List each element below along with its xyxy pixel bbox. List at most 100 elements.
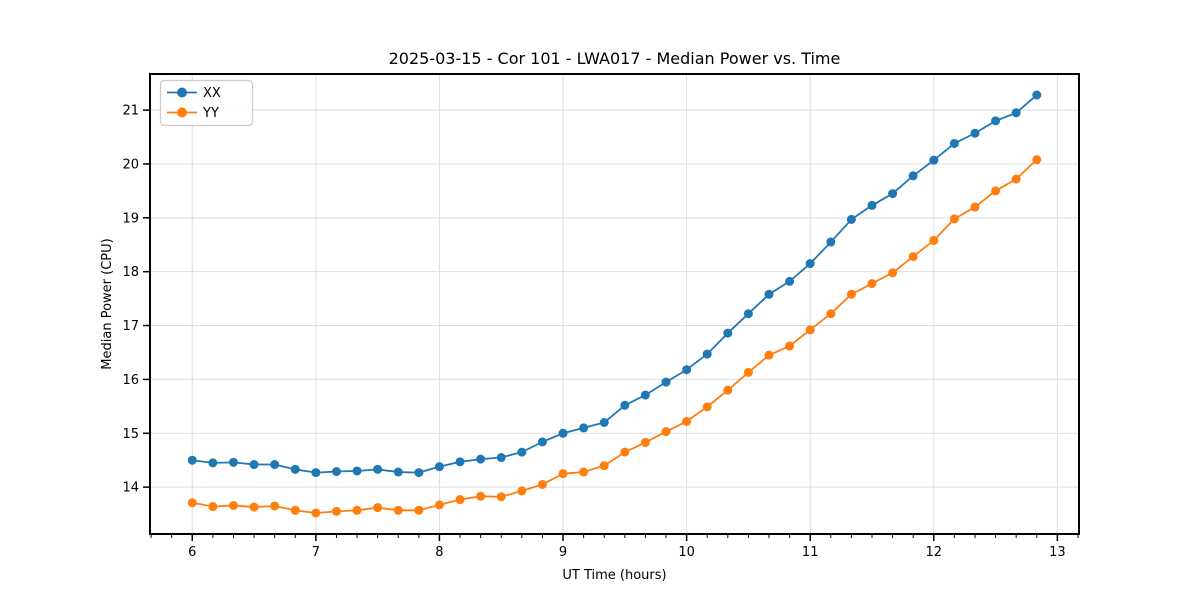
series-YY-marker	[826, 309, 836, 319]
series-XX-marker	[991, 116, 1001, 126]
y-tick-label: 16	[122, 373, 139, 388]
series-YY-marker	[455, 495, 465, 505]
series-YY-marker	[867, 279, 877, 289]
series-YY-marker	[228, 500, 238, 510]
legend-label: YY	[202, 106, 219, 121]
series-YY-marker	[743, 367, 753, 377]
y-tick-label: 17	[122, 319, 139, 334]
series-YY-marker	[393, 505, 403, 515]
x-tick-label: 7	[312, 545, 320, 560]
series-XX-marker	[579, 423, 589, 433]
series-XX-marker	[970, 128, 980, 138]
legend: XX YY	[159, 79, 254, 127]
series-XX-marker	[558, 428, 568, 438]
series-YY-marker	[579, 467, 589, 477]
series-YY-marker	[249, 502, 259, 512]
x-axis-label: UT Time (hours)	[562, 568, 666, 583]
y-tick-label: 15	[122, 427, 139, 442]
series-XX-marker	[208, 458, 218, 468]
y-tick-label: 18	[122, 265, 139, 280]
series-XX-marker	[846, 214, 856, 224]
series-YY-marker	[558, 469, 568, 479]
series-XX-marker	[1011, 108, 1021, 118]
series-XX-marker	[476, 454, 486, 464]
chart-title: 2025-03-15 - Cor 101 - LWA017 - Median P…	[389, 49, 841, 68]
series-YY-marker	[373, 503, 383, 513]
series-XX-marker	[414, 468, 424, 478]
x-tick-label: 10	[678, 545, 695, 560]
series-XX-marker	[661, 377, 671, 387]
series-XX-marker	[826, 237, 836, 247]
chart-root: 6 7 8 9 10 11 12 13 14 15 16 17 18 19 20 21	[122, 73, 1080, 560]
series-XX-marker	[537, 437, 547, 447]
series-XX-marker	[434, 462, 444, 472]
series-YY-marker	[991, 186, 1001, 196]
series-XX-marker	[290, 464, 300, 474]
series-YY-marker	[434, 500, 444, 510]
legend-label: XX	[203, 86, 221, 101]
series-YY-marker	[599, 461, 609, 471]
series-XX-marker	[517, 447, 527, 457]
series-YY-marker	[352, 505, 362, 515]
series-YY-marker	[496, 492, 506, 502]
series-YY-marker	[1011, 174, 1021, 184]
legend-marker-icon	[177, 107, 187, 118]
series-XX-marker	[929, 155, 939, 165]
grid	[150, 74, 1079, 534]
legend-marker-icon	[177, 87, 187, 98]
y-tick-label: 20	[122, 157, 139, 172]
series-XX-line	[192, 94, 1038, 474]
series-YY-marker	[970, 202, 980, 212]
series-XX-marker	[187, 455, 197, 465]
ticks: 6 7 8 9 10 11 12 13 14 15 16 17 18 19 20 21	[122, 104, 1079, 560]
y-tick-label: 14	[122, 481, 139, 496]
series-YY-marker	[208, 502, 218, 512]
series-YY-marker	[949, 214, 959, 224]
series-XX-marker	[599, 418, 609, 427]
series-XX-marker	[682, 365, 692, 375]
series-YY-marker	[785, 341, 795, 351]
series-XX-marker	[764, 289, 774, 299]
series-XX-marker	[1032, 90, 1042, 100]
series-XX-marker	[620, 400, 630, 410]
series-YY-marker	[888, 268, 898, 278]
series-XX-marker	[352, 466, 362, 476]
series-XX-marker	[949, 138, 959, 148]
series-YY-marker	[661, 427, 671, 437]
series-YY-marker	[682, 416, 692, 426]
series-YY-marker	[805, 325, 815, 335]
series-XX-marker	[496, 453, 506, 463]
series-XX-marker	[888, 189, 898, 199]
series-YY-marker	[702, 402, 712, 412]
series-YY-marker	[311, 508, 321, 518]
series-YY-marker	[908, 252, 918, 262]
y-tick-label: 21	[122, 104, 139, 119]
series-XX-marker	[249, 460, 259, 470]
series-XX-marker	[743, 309, 753, 319]
series-YY-marker	[723, 385, 733, 395]
x-tick-label: 8	[435, 545, 443, 560]
series-XX	[187, 90, 1042, 478]
series-YY-marker	[476, 491, 486, 501]
series-XX-marker	[311, 468, 321, 478]
series-XX-marker	[723, 328, 733, 338]
series-XX-marker	[785, 276, 795, 286]
series-XX-marker	[373, 464, 383, 474]
series-XX-marker	[331, 467, 341, 477]
series-YY-marker	[414, 505, 424, 515]
x-tick-label: 13	[1049, 545, 1066, 560]
series-YY-marker	[929, 235, 939, 245]
series-XX-marker	[805, 259, 815, 269]
series-YY-marker	[537, 479, 547, 489]
series-YY-marker	[270, 501, 280, 511]
series-XX-marker	[228, 457, 238, 467]
y-tick-label: 19	[122, 211, 139, 226]
axes-frame	[149, 73, 1080, 535]
series-YY-marker	[517, 486, 527, 496]
series-XX-marker	[867, 200, 877, 210]
x-tick-label: 6	[188, 545, 196, 560]
series-XX-marker	[270, 460, 280, 470]
series-YY-marker	[187, 498, 197, 508]
series-YY-marker	[764, 350, 774, 360]
